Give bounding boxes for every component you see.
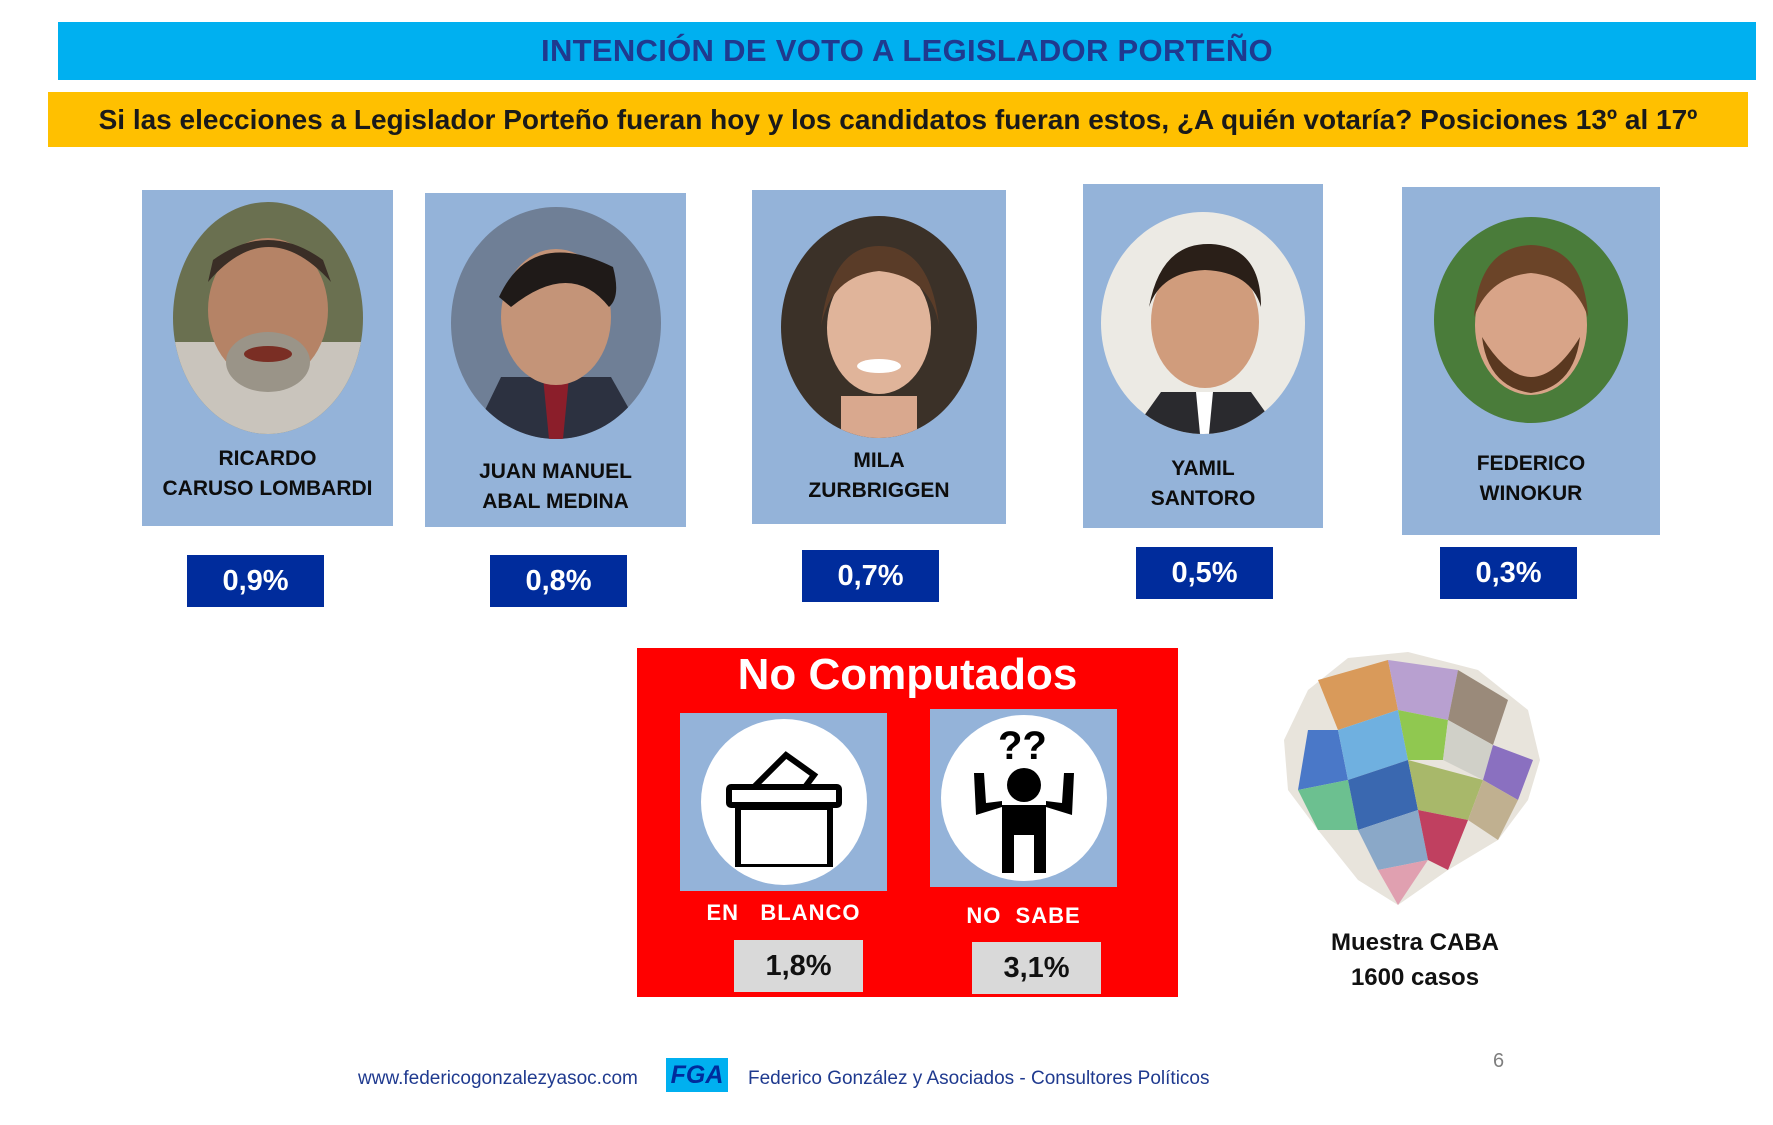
candidate-card: FEDERICO WINOKUR (1402, 187, 1660, 535)
candidate-name: JUAN MANUEL ABAL MEDINA (479, 460, 632, 513)
blank-vote-circle (700, 719, 867, 885)
fga-logo: FGA (666, 1058, 728, 1092)
candidate-photo (1101, 212, 1305, 434)
candidate-percent: 0,9% (187, 555, 324, 607)
candidate-name: FEDERICO WINOKUR (1476, 452, 1586, 505)
candidate-photo (172, 202, 363, 434)
candidate-card: MILA ZURBRIGGEN (752, 190, 1006, 524)
subtitle-bar: Si las elecciones a Legislador Porteño f… (48, 92, 1748, 147)
page-title: INTENCIÓN DE VOTO A LEGISLADOR PORTEÑO (541, 33, 1273, 68)
candidate-photo (450, 207, 661, 439)
blank-vote-panel (680, 713, 887, 891)
question-text: Si las elecciones a Legislador Porteño f… (98, 103, 1698, 135)
candidate-percent: 0,7% (802, 550, 939, 602)
confused-person-icon: ?? (973, 724, 1074, 873)
page-number: 6 (1493, 1050, 1505, 1072)
ballot-box-icon (725, 751, 842, 867)
dont-know-panel: ?? (930, 709, 1117, 887)
blank-vote-percent: 1,8% (734, 940, 863, 992)
question-marks: ?? (998, 724, 1047, 768)
dont-know-percent: 3,1% (972, 942, 1101, 994)
candidate-percent: 0,5% (1136, 547, 1273, 599)
candidate-name: MILA ZURBRIGGEN (808, 449, 950, 502)
candidate-percent: 0,8% (490, 555, 627, 607)
candidate-photo (781, 216, 977, 438)
blank-vote-label: EN BLANCO (706, 900, 861, 925)
dont-know-circle: ?? (940, 715, 1107, 881)
candidate-name: YAMIL SANTORO (1150, 457, 1256, 510)
title-bar: INTENCIÓN DE VOTO A LEGISLADOR PORTEÑO (58, 22, 1756, 80)
footer-url[interactable]: www.federicogonzalezyasoc.com (358, 1068, 638, 1089)
dont-know-label: NO SABE (966, 903, 1081, 928)
caba-map (1278, 650, 1554, 912)
sample-info: Muestra CABA 1600 casos (1330, 929, 1500, 991)
footer-firm: Federico González y Asociados - Consulto… (748, 1068, 1210, 1089)
candidate-card: RICARDO CARUSO LOMBARDI (142, 190, 393, 526)
candidate-name: RICARDO CARUSO LOMBARDI (162, 447, 373, 500)
candidate-percent: 0,3% (1440, 547, 1577, 599)
candidate-card: JUAN MANUEL ABAL MEDINA (425, 193, 686, 527)
not-computed-title: No Computados (737, 650, 1078, 699)
candidate-photo (1434, 217, 1628, 423)
candidate-card: YAMIL SANTORO (1083, 184, 1323, 528)
